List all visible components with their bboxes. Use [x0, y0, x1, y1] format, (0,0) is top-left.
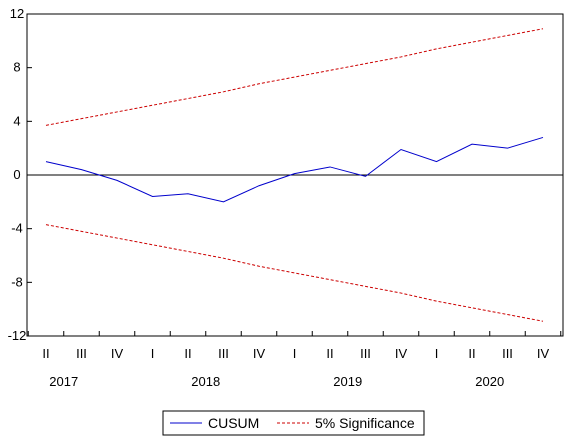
x-quarter-label: III	[360, 346, 371, 361]
x-quarter-label: I	[151, 346, 155, 361]
x-quarter-label: IV	[111, 346, 124, 361]
x-year-label: 2018	[191, 374, 220, 389]
y-tick-label: 8	[13, 60, 20, 75]
x-quarter-label: III	[218, 346, 229, 361]
legend: CUSUM 5% Significance	[162, 410, 425, 436]
x-quarter-label: III	[502, 346, 513, 361]
x-quarter-label: II	[468, 346, 475, 361]
x-quarter-label: II	[42, 346, 49, 361]
x-year-label: 2020	[475, 374, 504, 389]
y-tick-label: 12	[10, 6, 24, 21]
y-tick-label: -4	[11, 221, 23, 236]
x-quarter-label: II	[184, 346, 191, 361]
y-tick-label: 4	[13, 113, 20, 128]
legend-significance-label: 5% Significance	[315, 415, 415, 431]
x-year-label: 2019	[333, 374, 362, 389]
plot-layer	[27, 28, 563, 322]
significance-lower-line	[45, 224, 544, 322]
y-tick-label: 0	[13, 167, 20, 182]
x-quarter-label: II	[326, 346, 333, 361]
x-quarter-label: IV	[537, 346, 550, 361]
x-quarter-label: I	[293, 346, 297, 361]
x-quarter-label: IV	[395, 346, 408, 361]
y-tick-label: -12	[8, 328, 27, 343]
x-year-label: 2017	[49, 374, 78, 389]
legend-cusum-label: CUSUM	[208, 415, 259, 431]
cusum-line	[45, 136, 544, 203]
y-tick-label: -8	[11, 274, 23, 289]
significance-upper-line	[45, 28, 544, 126]
x-quarter-label: III	[76, 346, 87, 361]
x-quarter-label: IV	[253, 346, 266, 361]
x-quarter-label: I	[435, 346, 439, 361]
